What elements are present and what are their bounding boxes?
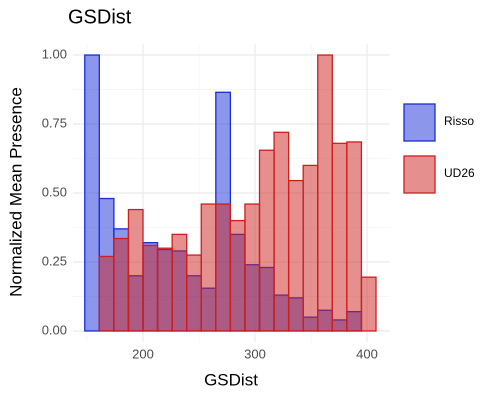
legend-label: UD26 xyxy=(444,166,475,180)
bar xyxy=(127,208,144,332)
bar xyxy=(229,219,246,332)
bar xyxy=(360,276,377,332)
bar xyxy=(156,247,173,332)
y-tick-label: 0.75 xyxy=(42,115,67,130)
bar xyxy=(186,254,202,332)
legend-key xyxy=(403,103,436,142)
bar xyxy=(171,233,188,332)
bar xyxy=(273,131,290,332)
bar xyxy=(200,203,217,332)
y-tick-label: 1.00 xyxy=(42,46,67,61)
bar xyxy=(142,244,159,332)
y-tick-label: 0.50 xyxy=(42,184,67,199)
bar xyxy=(244,203,261,332)
bar xyxy=(113,237,130,332)
chart-title: GSDist xyxy=(68,6,132,28)
bar xyxy=(215,203,232,332)
bar xyxy=(287,179,304,332)
bar xyxy=(346,141,363,332)
bar xyxy=(302,164,319,332)
x-tick-label: 400 xyxy=(356,346,378,361)
y-tick-label: 0.00 xyxy=(42,322,67,337)
y-tick-label: 0.25 xyxy=(42,253,67,268)
y-axis-label: Normalized Mean Presence xyxy=(6,87,25,297)
legend-key xyxy=(403,155,436,194)
x-axis-label: GSDist xyxy=(204,370,258,389)
bar xyxy=(84,54,100,332)
bar xyxy=(317,54,333,332)
x-tick-label: 200 xyxy=(132,346,154,361)
bar xyxy=(331,142,348,332)
bar xyxy=(258,149,275,332)
bar xyxy=(98,255,115,332)
x-tick-label: 300 xyxy=(244,346,266,361)
legend-label: Risso xyxy=(444,114,474,128)
